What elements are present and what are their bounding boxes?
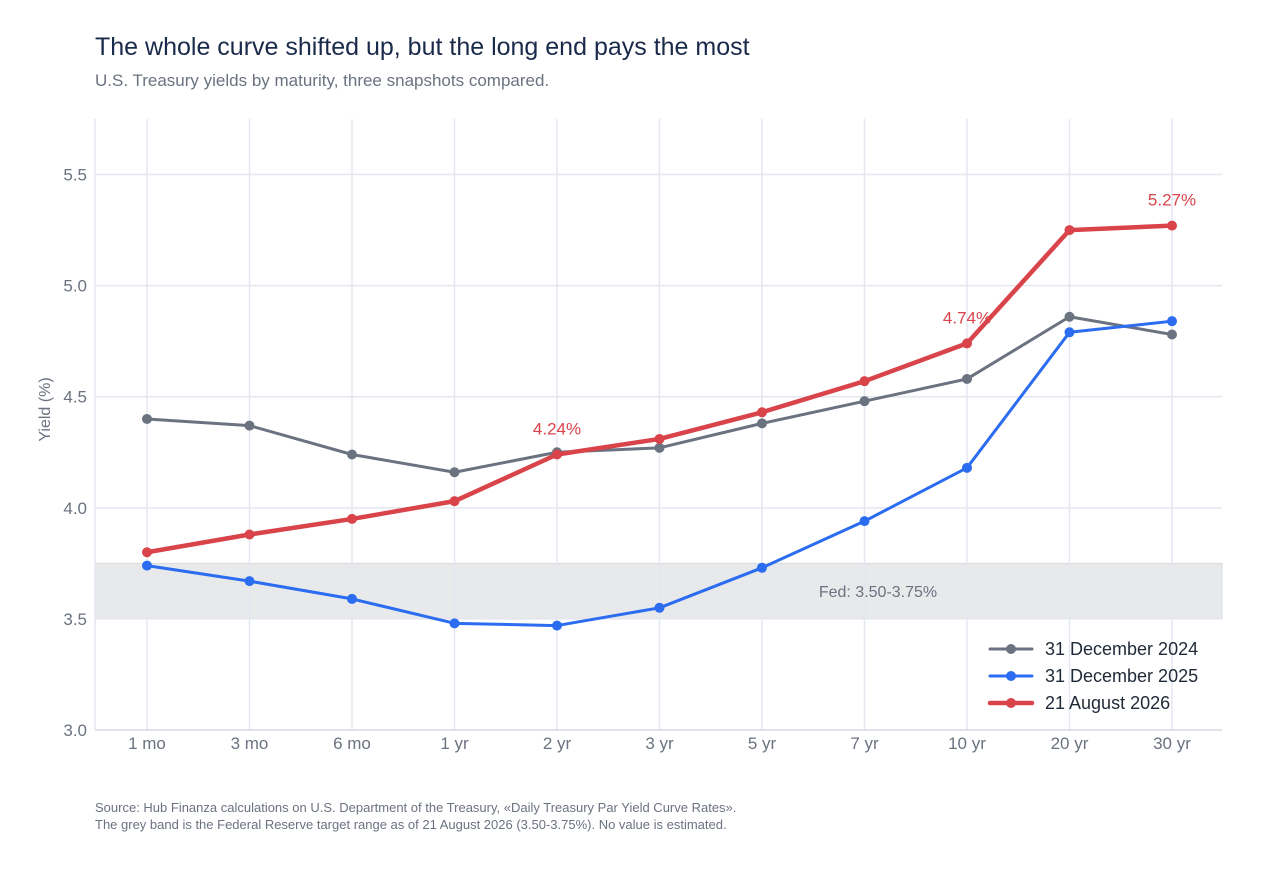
data-point xyxy=(449,496,460,507)
data-point xyxy=(1064,225,1075,236)
y-tick-label: 4.5 xyxy=(63,388,87,407)
x-tick-label: 5 yr xyxy=(748,734,777,753)
value-annotation: 4.74% xyxy=(943,308,991,327)
x-tick-label: 7 yr xyxy=(850,734,879,753)
data-point xyxy=(347,513,357,524)
data-point xyxy=(244,576,255,587)
fed-band-label: Fed: 3.50-3.75% xyxy=(819,584,937,601)
legend-label: 21 August 2026 xyxy=(1045,693,1170,713)
legend-item-2: 31 December 2025 xyxy=(988,666,1198,686)
y-tick-label: 3.5 xyxy=(63,610,87,629)
legend-swatch-marker xyxy=(1006,698,1016,708)
chart-subtitle: U.S. Treasury yields by maturity, three … xyxy=(95,71,550,90)
y-tick-label: 4.0 xyxy=(63,499,87,518)
axis-layer: 3.0 3.5 4.0 4.5 5.0 5.5 1 mo 3 mo 6 mo 1 yr 2 yr 3 … xyxy=(37,119,1222,753)
data-point xyxy=(757,418,767,429)
legend-label: 31 December 2024 xyxy=(1045,639,1198,659)
series-layer xyxy=(142,220,1177,631)
value-annotation: 4.24% xyxy=(533,419,581,438)
data-point xyxy=(347,593,357,604)
source-note: Source: Hub Finanza calculations on U.S.… xyxy=(95,800,737,815)
data-point xyxy=(962,373,972,384)
data-point xyxy=(1167,329,1177,340)
x-tick-label: 20 yr xyxy=(1051,734,1089,753)
y-tick-label: 3.0 xyxy=(63,721,87,740)
y-tick-label: 5.5 xyxy=(63,166,87,185)
x-tick-label: 1 yr xyxy=(440,734,469,753)
band-note: The grey band is the Federal Reserve tar… xyxy=(95,817,727,832)
x-tick-label: 3 mo xyxy=(231,734,269,753)
x-tick-label: 30 yr xyxy=(1153,734,1191,753)
x-tick-label: 1 mo xyxy=(128,734,166,753)
data-point xyxy=(859,396,870,407)
series-2 xyxy=(142,316,1177,631)
data-point xyxy=(962,338,972,349)
legend-item-1: 31 December 2024 xyxy=(988,639,1198,659)
data-point xyxy=(1167,316,1177,327)
x-tick-label: 3 yr xyxy=(645,734,674,753)
x-tick-label: 2 yr xyxy=(543,734,572,753)
data-point xyxy=(654,602,665,613)
legend: 31 December 2024 31 December 2025 21 Augus… xyxy=(987,639,1198,713)
data-point xyxy=(1167,220,1177,231)
data-point xyxy=(552,620,562,631)
data-point xyxy=(1064,311,1075,322)
data-point xyxy=(244,420,255,431)
grid-layer xyxy=(95,119,1222,730)
legend-item-3: 21 August 2026 xyxy=(987,693,1170,713)
data-point xyxy=(142,560,152,571)
x-tick-label: 10 yr xyxy=(948,734,986,753)
data-point xyxy=(757,407,767,418)
data-point xyxy=(142,413,152,424)
annotation-layer: 4.24% 4.74% 5.27% xyxy=(533,191,1196,439)
y-tick-label: 5.0 xyxy=(63,277,87,296)
data-point xyxy=(859,516,870,527)
data-point xyxy=(962,462,972,473)
data-point xyxy=(757,562,767,573)
data-point xyxy=(142,547,152,558)
chart-title: The whole curve shifted up, but the long… xyxy=(95,33,750,61)
data-point xyxy=(347,449,357,460)
data-point xyxy=(654,433,665,444)
data-point xyxy=(449,467,460,478)
legend-swatch-marker xyxy=(1006,671,1016,681)
series-1 xyxy=(142,311,1177,478)
value-annotation: 5.27% xyxy=(1148,191,1196,210)
legend-label: 31 December 2025 xyxy=(1045,666,1198,686)
y-axis-title: Yield (%) xyxy=(37,377,54,441)
x-tick-label: 6 mo xyxy=(333,734,371,753)
legend-swatch-marker xyxy=(1006,644,1016,654)
data-point xyxy=(1064,327,1075,338)
data-point xyxy=(244,529,255,540)
data-point xyxy=(654,442,665,453)
data-point xyxy=(859,376,870,387)
series-3 xyxy=(142,220,1177,558)
data-point xyxy=(449,618,460,629)
data-point xyxy=(552,449,562,460)
